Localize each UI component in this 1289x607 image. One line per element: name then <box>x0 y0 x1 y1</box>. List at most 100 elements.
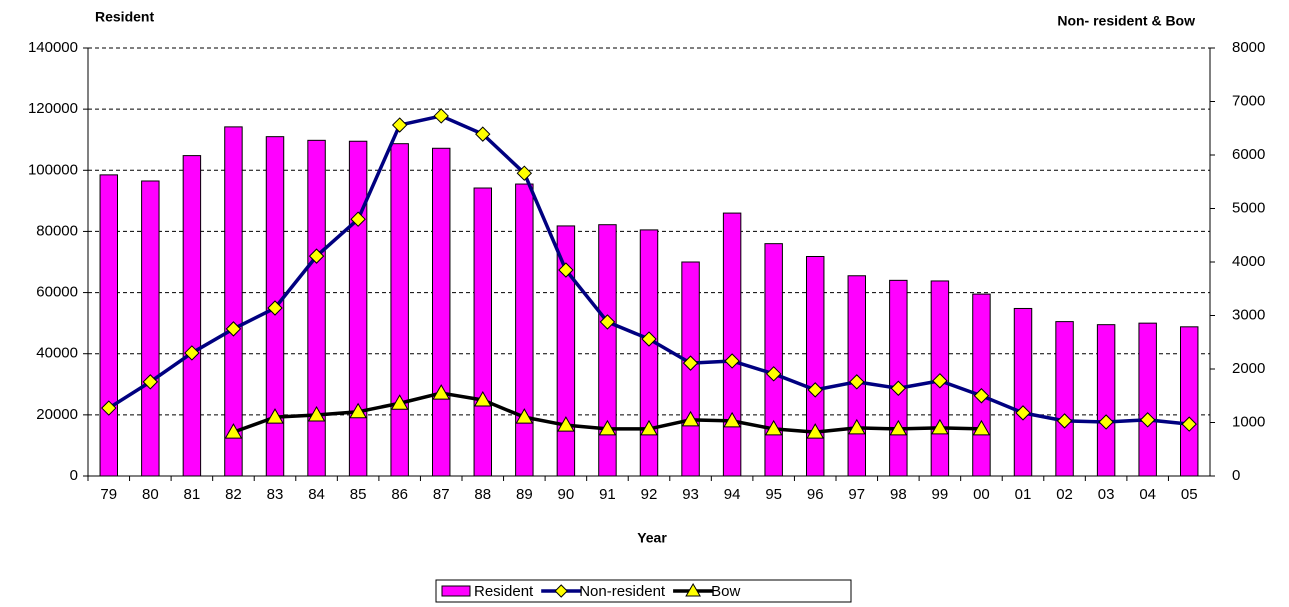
x-tick-label: 94 <box>724 486 741 503</box>
triangle-marker <box>515 408 534 424</box>
y-axis-title: Resident <box>95 9 154 25</box>
x-tick-label: 01 <box>1015 486 1032 503</box>
x-tick-label: 91 <box>599 486 616 503</box>
y2-tick-label: 8000 <box>1232 39 1265 56</box>
x-tick-label: 80 <box>142 486 159 503</box>
y2-axis-title: Non- resident & Bow <box>1057 13 1195 29</box>
diamond-marker <box>1139 412 1156 428</box>
bar <box>1096 324 1116 477</box>
bar <box>390 143 409 477</box>
y2-tick-label: 0 <box>1232 467 1240 484</box>
legend-label: Resident <box>474 583 534 600</box>
x-tick-label: 92 <box>641 486 658 503</box>
triangle-marker <box>806 423 825 439</box>
y-tick-label: 40000 <box>36 345 78 362</box>
y-tick-label: 60000 <box>36 284 78 301</box>
diamond-marker <box>932 373 948 389</box>
x-tick-label: 95 <box>765 486 782 503</box>
bar <box>515 183 534 477</box>
triangle-marker <box>349 402 367 419</box>
bar <box>805 255 825 477</box>
y-tick-label: 80000 <box>36 222 78 239</box>
bar <box>598 224 617 477</box>
diamond-marker <box>1181 416 1197 432</box>
triangle-marker <box>931 418 949 435</box>
bar <box>722 212 742 477</box>
diamond-marker <box>516 165 533 181</box>
x-tick-label: 82 <box>225 486 242 503</box>
bar <box>224 126 243 477</box>
y-tick-label: 0 <box>70 467 78 484</box>
triangle-marker <box>889 419 908 436</box>
bar <box>1013 307 1033 477</box>
x-tick-label: 84 <box>308 486 325 503</box>
diamond-marker <box>599 314 616 330</box>
legend-marker <box>554 584 568 598</box>
x-tick-label: 79 <box>100 486 117 503</box>
x-tick-label: 81 <box>184 486 201 503</box>
legend-swatch <box>441 585 471 597</box>
diamond-marker <box>765 366 782 382</box>
bar <box>972 293 991 477</box>
diamond-marker <box>475 126 491 142</box>
diamond-marker <box>724 353 740 369</box>
diamond-marker <box>641 331 657 347</box>
x-axis-title: Year <box>637 530 667 546</box>
diamond-marker <box>849 374 865 390</box>
x-tick-label: 83 <box>267 486 284 503</box>
bar <box>1179 326 1199 477</box>
triangle-marker <box>972 419 991 436</box>
y2-tick-label: 5000 <box>1232 199 1265 216</box>
diamond-marker <box>1098 414 1114 430</box>
diamond-marker <box>142 374 159 390</box>
x-tick-label: 00 <box>973 486 990 503</box>
diamond-marker <box>807 382 823 398</box>
bar <box>307 139 326 477</box>
triangle-marker <box>473 391 492 407</box>
diamond-marker <box>267 300 283 316</box>
triangle-marker <box>598 419 617 436</box>
x-tick-label: 88 <box>474 486 491 503</box>
x-tick-label: 86 <box>391 486 408 503</box>
x-tick-label: 93 <box>682 486 699 503</box>
y-tick-label: 20000 <box>36 406 78 423</box>
x-tick-label: 04 <box>1139 486 1156 503</box>
triangle-marker <box>307 406 326 422</box>
legend-label: Non-resident <box>579 583 666 600</box>
y-tick-label: 100000 <box>28 161 78 178</box>
y2-tick-label: 2000 <box>1232 360 1265 377</box>
y2-tick-label: 1000 <box>1232 413 1265 430</box>
diamond-marker <box>225 321 242 337</box>
x-tick-label: 02 <box>1056 486 1073 503</box>
bar <box>764 243 783 477</box>
bar <box>1138 322 1157 477</box>
y-tick-label: 140000 <box>28 39 78 56</box>
triangle-marker <box>723 411 741 428</box>
legend-marker <box>685 583 701 597</box>
diamond-marker <box>184 345 200 361</box>
diamond-marker <box>101 400 117 416</box>
diamond-marker <box>1015 405 1031 421</box>
diamond-marker <box>973 388 990 404</box>
bar <box>473 187 493 477</box>
bar <box>889 279 908 477</box>
x-tick-label: 85 <box>350 486 367 503</box>
diamond-marker <box>682 355 699 371</box>
x-tick-label: 03 <box>1098 486 1115 503</box>
x-tick-label: 97 <box>848 486 865 503</box>
y2-tick-label: 3000 <box>1232 306 1265 323</box>
x-tick-label: 87 <box>433 486 450 503</box>
bar <box>141 180 160 477</box>
x-tick-label: 99 <box>932 486 949 503</box>
y-tick-label: 120000 <box>28 100 78 117</box>
diamond-marker <box>308 248 325 264</box>
bar <box>99 174 119 477</box>
triangle-marker <box>557 416 575 432</box>
bar <box>348 140 368 477</box>
x-tick-label: 90 <box>558 486 575 503</box>
bar <box>639 229 659 477</box>
legend-label: Bow <box>711 583 740 600</box>
diamond-marker <box>433 108 449 124</box>
y2-tick-label: 6000 <box>1232 146 1265 163</box>
